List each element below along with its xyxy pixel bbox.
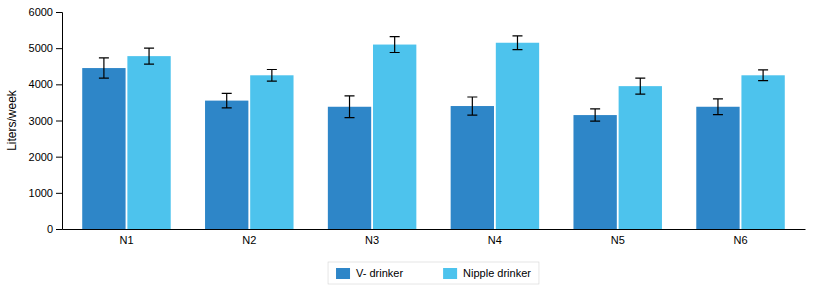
error-bar [99, 58, 109, 78]
error-bar [222, 93, 232, 107]
y-tick: 4000 [29, 78, 62, 90]
x-axis: N1 N2 N3 N4 N5 N6 [63, 230, 806, 246]
legend-swatch [443, 268, 457, 279]
legend-item: Nipple drinker [443, 267, 531, 279]
error-bar [713, 99, 723, 115]
y-tick-mark [56, 229, 62, 230]
y-tick-mark [56, 193, 62, 194]
x-tick-label: N2 [242, 234, 256, 246]
legend-label: V- drinker [356, 267, 403, 279]
bar [82, 68, 125, 229]
bar [205, 101, 248, 229]
legend-item: V- drinker [336, 267, 403, 279]
x-tick: N2 [242, 234, 256, 246]
x-axis-line [63, 229, 806, 230]
error-bar [345, 96, 355, 118]
chart: 0 1000 2000 3000 4000 5000 6000 N1 N2 N3 N4 N5 N6 Lit… [0, 0, 819, 293]
y-tick-mark [56, 121, 62, 122]
y-tick-label: 0 [47, 223, 53, 235]
y-axis-line [56, 13, 63, 230]
x-tick-label: N5 [611, 234, 625, 246]
y-axis: 0 1000 2000 3000 4000 5000 6000 [29, 6, 63, 235]
error-bar [267, 70, 277, 82]
x-tick-label: N6 [733, 234, 747, 246]
y-tick: 3000 [29, 115, 62, 127]
bar [328, 107, 371, 229]
series [127, 36, 784, 229]
marks [82, 36, 785, 229]
legend-label: Nipple drinker [463, 267, 531, 279]
y-tick: 6000 [29, 6, 62, 18]
x-tick: N5 [611, 234, 625, 246]
y-tick: 1000 [29, 187, 62, 199]
y-tick: 5000 [29, 42, 62, 54]
error-bar [144, 48, 154, 64]
x-tick-label: N4 [488, 234, 502, 246]
plot-area: 0 1000 2000 3000 4000 5000 6000 N1 N2 N3 N4 N5 N6 [29, 6, 806, 246]
y-tick-mark [56, 48, 62, 49]
legend-frame [328, 262, 539, 284]
x-tick-label: N3 [365, 234, 379, 246]
error-bar [635, 78, 645, 94]
y-tick-mark [56, 12, 62, 13]
legend-swatch [336, 268, 350, 279]
error-bar [758, 70, 768, 81]
y-tick: 0 [47, 223, 62, 235]
bar [127, 56, 170, 229]
legend: V- drinker Nipple drinker [328, 262, 539, 284]
y-tick-label: 3000 [29, 115, 53, 127]
y-tick-mark [56, 157, 62, 158]
x-tick: N6 [733, 234, 747, 246]
error-bar [467, 97, 477, 115]
y-tick-label: 4000 [29, 78, 53, 90]
y-tick-label: 2000 [29, 151, 53, 163]
bar [696, 107, 739, 229]
x-tick-label: N1 [119, 234, 133, 246]
error-bar [390, 37, 400, 53]
y-tick-mark [56, 84, 62, 85]
bar [741, 75, 784, 229]
x-tick: N4 [488, 234, 502, 246]
bar [451, 106, 494, 229]
bar [250, 75, 293, 229]
bar [573, 115, 616, 229]
bar [619, 86, 662, 229]
x-tick: N3 [365, 234, 379, 246]
error-bar [590, 109, 600, 121]
y-tick: 2000 [29, 151, 62, 163]
y-axis-title: Liters/week [5, 89, 19, 151]
y-tick-label: 1000 [29, 187, 53, 199]
bar [373, 45, 416, 229]
x-tick: N1 [119, 234, 133, 246]
bar [496, 43, 539, 229]
y-tick-label: 6000 [29, 6, 53, 18]
y-tick-label: 5000 [29, 42, 53, 54]
error-bar [512, 36, 522, 50]
